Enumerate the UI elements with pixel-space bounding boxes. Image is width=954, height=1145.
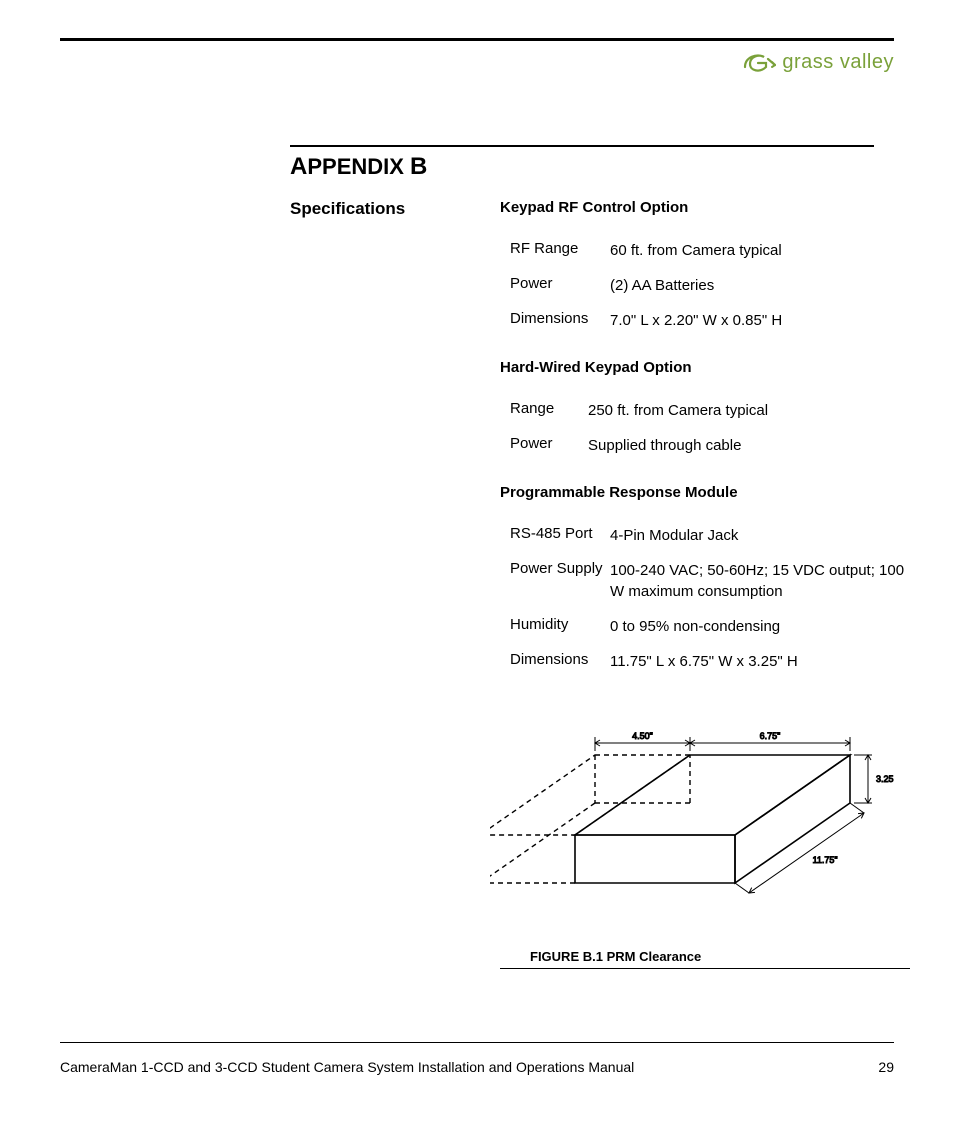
spec-key: Power — [510, 435, 588, 456]
spec-value: 60 ft. from Camera typical — [610, 240, 910, 261]
spec-table: RS-485 Port4-Pin Modular JackPower Suppl… — [510, 525, 910, 672]
spec-row: Dimensions11.75" L x 6.75" W x 3.25" H — [510, 651, 910, 672]
spec-table: Range250 ft. from Camera typicalPowerSup… — [510, 400, 910, 456]
spec-key: Power — [510, 275, 610, 296]
spec-row: RS-485 Port4-Pin Modular Jack — [510, 525, 910, 546]
figure-number: FIGURE B.1 — [530, 949, 603, 964]
spec-row: Range250 ft. from Camera typical — [510, 400, 910, 421]
section-end-rule — [500, 968, 910, 969]
spec-row: Power Supply100-240 VAC; 50-60Hz; 15 VDC… — [510, 560, 910, 602]
spec-key: Humidity — [510, 616, 610, 637]
spec-value: 0 to 95% non-condensing — [610, 616, 910, 637]
brand-logo-block: grass valley — [60, 49, 894, 75]
spec-key: RF Range — [510, 240, 610, 261]
spec-two-column: Specifications Keypad RF Control OptionR… — [290, 199, 874, 969]
spec-value: 11.75" L x 6.75" W x 3.25" H — [610, 651, 910, 672]
spec-row: Power(2) AA Batteries — [510, 275, 910, 296]
spec-key: Dimensions — [510, 310, 610, 331]
spec-row: Dimensions7.0" L x 2.20" W x 0.85" H — [510, 310, 910, 331]
header-rule — [60, 38, 894, 41]
figure-prm-clearance: 4.50" 6.75" 3.25 11.75" — [490, 700, 910, 935]
page-number: 29 — [878, 1059, 894, 1075]
figure-title: PRM Clearance — [607, 949, 702, 964]
page: grass valley APPENDIX B Specifications K… — [0, 0, 954, 1145]
spec-value: 250 ft. from Camera typical — [588, 400, 910, 421]
content-area: APPENDIX B Specifications Keypad RF Cont… — [290, 145, 874, 969]
spec-value: 7.0" L x 2.20" W x 0.85" H — [610, 310, 910, 331]
footer-block: CameraMan 1-CCD and 3-CCD Student Camera… — [60, 1042, 894, 1075]
spec-key: Dimensions — [510, 651, 610, 672]
figure-caption: FIGURE B.1 PRM Clearance — [530, 949, 910, 964]
spec-value: Supplied through cable — [588, 435, 910, 456]
dim-clearance-w: 4.50" — [632, 731, 653, 741]
footer-title: CameraMan 1-CCD and 3-CCD Student Camera… — [60, 1059, 634, 1075]
sidebar-heading: Specifications — [290, 199, 500, 219]
footer-rule — [60, 1042, 894, 1043]
spec-body: Keypad RF Control Option RF Range60 ft. f… — [500, 199, 910, 969]
spec-value: 100-240 VAC; 50-60Hz; 15 VDC output; 100… — [610, 560, 910, 602]
spec-table: RF Range60 ft. from Camera typicalPower(… — [510, 240, 910, 331]
spec-key: Power Supply — [510, 560, 610, 602]
prm-diagram-svg: 4.50" 6.75" 3.25 11.75" — [490, 700, 910, 930]
dim-box-l: 11.75" — [813, 855, 838, 865]
brand-logo-icon — [742, 49, 776, 75]
spec-section-heading: Keypad RF Control Option — [500, 199, 910, 216]
spec-row: Humidity0 to 95% non-condensing — [510, 616, 910, 637]
spec-key: Range — [510, 400, 588, 421]
spec-row: RF Range60 ft. from Camera typical — [510, 240, 910, 261]
spec-section-heading: Hard-Wired Keypad Option — [500, 359, 910, 376]
appendix-title: APPENDIX B — [290, 153, 874, 181]
spec-section-heading: Programmable Response Module — [500, 484, 910, 501]
spec-row: PowerSupplied through cable — [510, 435, 910, 456]
spec-key: RS-485 Port — [510, 525, 610, 546]
dim-box-h: 3.25 — [876, 774, 894, 784]
appendix-top-rule — [290, 145, 874, 147]
spec-value: (2) AA Batteries — [610, 275, 910, 296]
spec-value: 4-Pin Modular Jack — [610, 525, 910, 546]
dim-box-w: 6.75" — [760, 731, 781, 741]
brand-text: grass valley — [782, 51, 894, 74]
